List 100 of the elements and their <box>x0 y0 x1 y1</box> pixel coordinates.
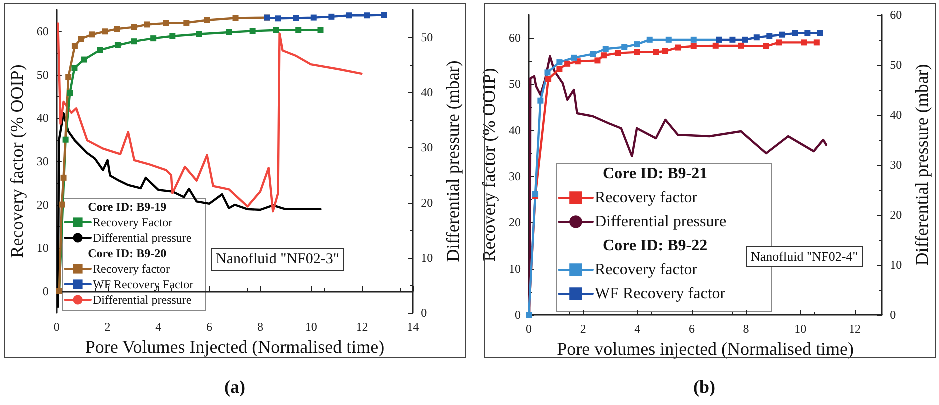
point <box>600 52 607 59</box>
point <box>275 16 282 22</box>
legend-label: Recovery factor <box>595 190 698 206</box>
point <box>801 40 808 46</box>
point <box>150 36 157 42</box>
annotation: Nanofluid "NF02-3" <box>216 252 340 268</box>
x-tick-label: 6 <box>206 320 213 334</box>
y2-tick-label: 0 <box>421 306 428 320</box>
x-tick-label: 6 <box>688 322 695 336</box>
point <box>615 50 622 56</box>
point <box>97 47 104 54</box>
point <box>170 33 176 40</box>
legend-label: WF Recovery Factor <box>93 278 194 292</box>
point <box>634 49 640 56</box>
point <box>776 40 782 46</box>
point <box>763 43 770 50</box>
point <box>184 20 190 26</box>
point <box>814 40 820 46</box>
legend-label: WF Recovery factor <box>595 286 726 302</box>
x-tick-label: 12 <box>848 322 861 336</box>
y-tick-label: 20 <box>509 216 521 230</box>
point <box>690 43 697 50</box>
y2-tick-label: 10 <box>890 258 902 272</box>
point <box>546 76 552 82</box>
point <box>742 36 748 43</box>
y-tick-label: 30 <box>36 154 49 168</box>
x-tick-label: 2 <box>104 320 111 334</box>
point <box>730 36 736 43</box>
text: (a) <box>224 377 246 397</box>
point <box>163 20 170 26</box>
x-tick-label: 14 <box>407 320 420 334</box>
point <box>89 32 96 38</box>
point <box>675 44 682 51</box>
point <box>817 30 824 36</box>
text: (b) <box>694 377 716 397</box>
y-tick-label: 10 <box>509 262 521 276</box>
y2-tick-label: 20 <box>890 208 902 222</box>
y-tick-label: 30 <box>509 170 521 184</box>
legend-label: Differential pressure <box>93 293 192 307</box>
point <box>662 48 668 54</box>
point <box>381 12 388 18</box>
x-axis-title: Pore Volumes Injected (Normalised time) <box>85 336 385 357</box>
y-tick-label: 0 <box>515 308 521 322</box>
y-tick-label: 10 <box>36 241 49 256</box>
y2-tick-label: 10 <box>421 250 434 265</box>
x-tick-label: 4 <box>634 322 641 336</box>
point <box>538 98 544 104</box>
legend-label: Differential pressure <box>595 214 727 230</box>
annotation: Core ID: B9-22 <box>603 238 708 254</box>
x-tick-label: 4 <box>156 320 162 334</box>
x-tick-label: 10 <box>794 322 807 336</box>
point <box>754 34 760 41</box>
point <box>66 74 72 80</box>
y-tick-label: 60 <box>36 24 49 39</box>
point <box>60 174 67 181</box>
point <box>766 33 773 40</box>
point <box>738 42 744 49</box>
point <box>646 36 653 43</box>
point <box>232 15 239 22</box>
point <box>622 44 628 50</box>
point <box>318 27 324 34</box>
point <box>196 31 202 38</box>
point <box>653 49 660 56</box>
point <box>602 46 609 52</box>
y-tick-label: 20 <box>36 198 49 212</box>
point <box>779 32 786 38</box>
y-tick-label: 50 <box>509 77 521 92</box>
y2-tick-label: 30 <box>421 140 434 155</box>
point <box>296 27 302 34</box>
y-tick-label: 0 <box>42 284 49 298</box>
y2-tick-label: 40 <box>421 86 434 100</box>
x-tick-label: 10 <box>305 320 318 334</box>
point <box>132 24 138 30</box>
point <box>250 28 256 34</box>
point <box>78 36 84 42</box>
point <box>132 38 138 45</box>
point <box>144 22 150 28</box>
point <box>792 30 798 36</box>
point <box>564 60 571 67</box>
y2-tick-label: 0 <box>890 308 896 322</box>
point <box>114 42 121 48</box>
legend-label: Differential pressure <box>93 231 192 245</box>
x-tick-label: 8 <box>257 320 264 334</box>
x-tick-label: 2 <box>580 322 586 336</box>
point <box>81 56 88 63</box>
point <box>72 65 78 72</box>
y2-axis-title: Differential pressure (mbar) <box>443 60 463 262</box>
annotation: Nanofluid "NF02-4" <box>751 249 858 264</box>
point <box>58 202 65 208</box>
x-tick-label: 12 <box>356 320 368 334</box>
annotation: Core ID: B9-20 <box>88 246 167 260</box>
y-axis-title: Recovery factor (% OOIP) <box>7 64 27 258</box>
point <box>634 42 640 48</box>
y-tick-label: 60 <box>509 31 521 46</box>
point <box>204 17 210 24</box>
y-tick-label: 40 <box>509 123 521 138</box>
point <box>571 54 578 61</box>
y2-tick-label: 50 <box>421 30 434 45</box>
y2-tick-label: 20 <box>421 196 434 210</box>
point <box>72 43 78 50</box>
